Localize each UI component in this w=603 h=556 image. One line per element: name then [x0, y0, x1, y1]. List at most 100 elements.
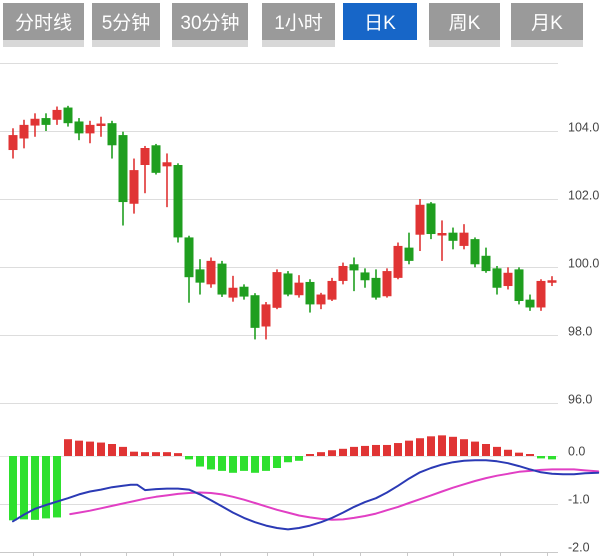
macd-bar	[284, 456, 292, 463]
tab-timeline[interactable]: 分时线	[3, 3, 84, 40]
dea-line	[69, 468, 600, 521]
candle-body	[360, 272, 370, 281]
candle-body	[52, 109, 62, 120]
macd-bar	[515, 452, 523, 456]
macd-bar	[405, 440, 413, 456]
macd-bar	[361, 445, 369, 456]
candle-body	[30, 118, 40, 126]
bottom-axis-ticks	[33, 552, 548, 556]
candle-body	[525, 299, 535, 308]
candle-body	[426, 203, 436, 235]
candle-body	[19, 124, 29, 139]
tab-weekly-k[interactable]: 周K	[429, 3, 500, 40]
gridlines	[0, 63, 558, 553]
macd-bar	[295, 456, 303, 461]
candle-body	[492, 268, 502, 288]
macd-bar	[339, 448, 347, 456]
candle-body	[459, 232, 469, 246]
candle-body	[74, 121, 84, 134]
macd-bar	[53, 456, 61, 518]
candle-body	[448, 232, 458, 241]
macd-bar	[394, 443, 402, 456]
candle-body	[349, 264, 359, 271]
macd-bar	[306, 454, 314, 456]
macd-bar	[504, 449, 512, 456]
dif-line	[12, 459, 600, 531]
macd-bar	[262, 456, 270, 471]
candle-body	[195, 269, 205, 283]
candle-body	[8, 135, 18, 151]
macd-bar	[471, 441, 479, 456]
candle-body	[305, 281, 315, 305]
macd-bar	[141, 452, 149, 456]
candle-body	[272, 272, 282, 308]
candle-body	[514, 269, 524, 301]
candle-body	[228, 287, 238, 298]
tab-1hour[interactable]: 1小时	[262, 3, 335, 40]
macd-axis-label: 0.0	[568, 445, 585, 459]
tab-5min[interactable]: 5分钟	[92, 3, 160, 40]
candle-body	[547, 280, 557, 283]
candle-body	[173, 165, 183, 238]
macd-bar	[416, 438, 424, 456]
macd-bar	[185, 456, 193, 460]
macd-bar	[328, 450, 336, 456]
candle-body	[250, 295, 260, 328]
macd-bar	[152, 452, 160, 456]
macd-bar	[372, 444, 380, 456]
macd-bar	[383, 444, 391, 456]
candle-body	[470, 239, 480, 265]
macd-bar	[526, 454, 534, 456]
macd-bar	[548, 456, 556, 460]
price-axis-label: 102.0	[568, 189, 599, 203]
macd-axis-label: -1.0	[568, 493, 590, 507]
candles-layer	[8, 105, 557, 340]
macd-bar	[97, 442, 105, 456]
candle-body	[382, 271, 392, 297]
tab-30min[interactable]: 30分钟	[172, 3, 248, 40]
candle-body	[503, 272, 513, 287]
macd-bar	[42, 456, 50, 519]
tab-daily-k[interactable]: 日K	[343, 3, 417, 40]
candle-body	[206, 260, 216, 285]
price-axis-label: 100.0	[568, 257, 599, 271]
candle-body	[85, 124, 95, 134]
macd-bar	[251, 456, 259, 473]
macd-axis-label: -2.0	[568, 541, 590, 555]
candle-body	[63, 107, 73, 124]
macd-bar	[438, 435, 446, 456]
candle-body	[184, 237, 194, 278]
candle-body	[371, 277, 381, 298]
candle-body	[283, 273, 293, 295]
macd-bar	[75, 440, 83, 456]
candle-body	[437, 233, 447, 236]
macd-bar	[218, 456, 226, 471]
macd-bar	[240, 456, 248, 471]
macd-bar	[273, 456, 281, 468]
candle-body	[140, 148, 150, 165]
candle-body	[404, 247, 414, 261]
candle-body	[239, 286, 249, 297]
tab-monthly-k[interactable]: 月K	[511, 3, 583, 40]
price-axis-label: 96.0	[568, 393, 592, 407]
macd-bar	[196, 456, 204, 467]
candle-body	[41, 118, 51, 125]
candle-body	[217, 263, 227, 295]
candle-body	[118, 135, 128, 203]
candle-body	[338, 265, 348, 281]
candle-body	[151, 145, 161, 173]
macd-bar	[350, 446, 358, 456]
macd-histogram	[9, 435, 556, 521]
macd-bar	[130, 451, 138, 456]
candle-body	[393, 245, 403, 278]
macd-bar	[108, 444, 116, 456]
candle-body	[294, 282, 304, 296]
macd-bar	[174, 453, 182, 456]
candle-body	[415, 204, 425, 235]
candle-body	[316, 294, 326, 305]
macd-bar	[119, 446, 127, 456]
macd-bar	[64, 439, 72, 456]
